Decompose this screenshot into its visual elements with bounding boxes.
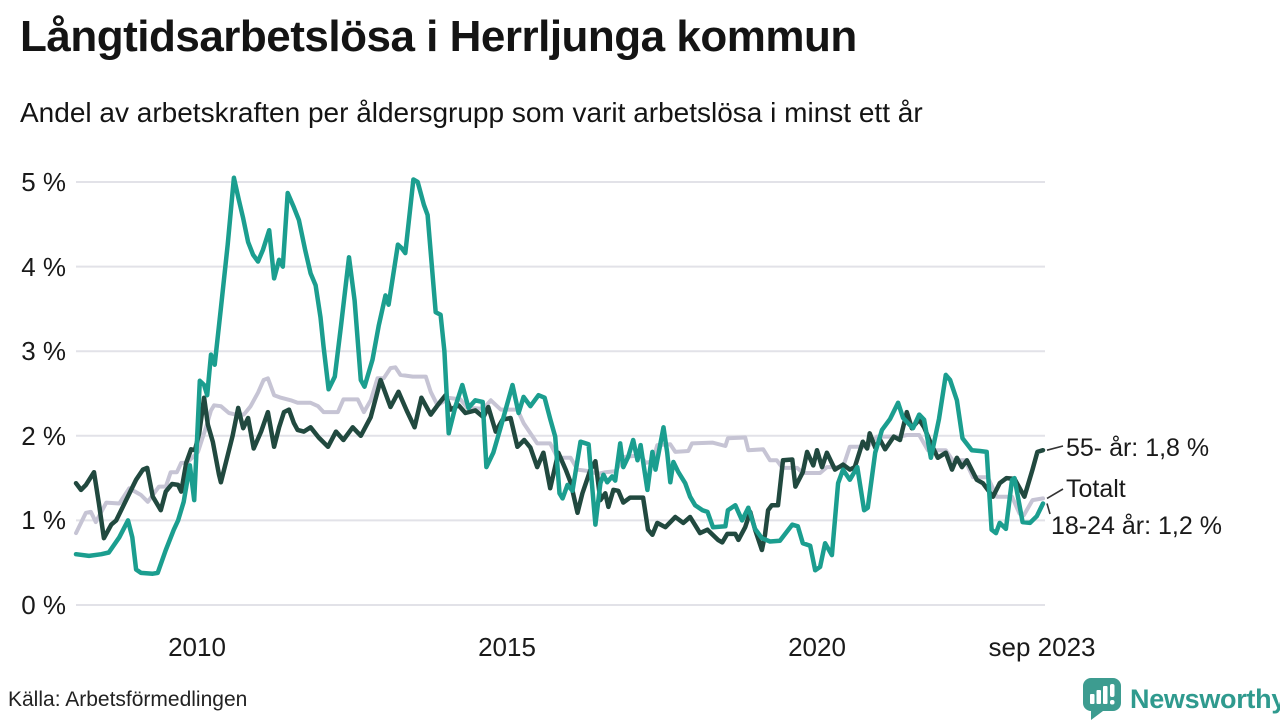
y-tick-3: 3 % [21, 336, 66, 366]
x-tick-sep-2023: sep 2023 [988, 632, 1096, 662]
x-tick-2015: 2015 [478, 632, 536, 662]
series-line-total [74, 365, 1045, 536]
series-line-age-18-24 [73, 175, 1046, 576]
bar-chart-bubble-icon [1083, 678, 1121, 720]
source-note: Källa: Arbetsförmedlingen [8, 688, 248, 711]
series-line-age-55 [73, 377, 1046, 553]
newsworthy-logo: Newsworthy [1082, 677, 1280, 720]
annotation-leader-total [1046, 488, 1064, 500]
y-tick-5: 5 % [21, 167, 66, 197]
x-tick-2020: 2020 [788, 632, 846, 662]
y-tick-1: 1 % [21, 505, 66, 535]
x-tick-2010: 2010 [168, 632, 226, 662]
y-tick-2: 2 % [21, 421, 66, 451]
annotation-leader-age-55 [1046, 445, 1064, 451]
page-title: Långtidsarbetslösa i Herrljunga kommun [20, 12, 857, 61]
annotation-leader-age-18-24 [1046, 503, 1051, 515]
newsworthy-wordmark: Newsworthy [1130, 683, 1280, 714]
annotation-totalt: Totalt [1066, 475, 1126, 503]
y-tick-0: 0 % [21, 590, 66, 620]
page-subtitle: Andel av arbetskraften per åldersgrupp s… [20, 97, 923, 128]
annotation-55-ar: 55- år: 1,8 % [1066, 434, 1210, 462]
annotation-18-24-ar: 18-24 år: 1,2 % [1051, 512, 1222, 540]
y-tick-4: 4 % [21, 252, 66, 282]
